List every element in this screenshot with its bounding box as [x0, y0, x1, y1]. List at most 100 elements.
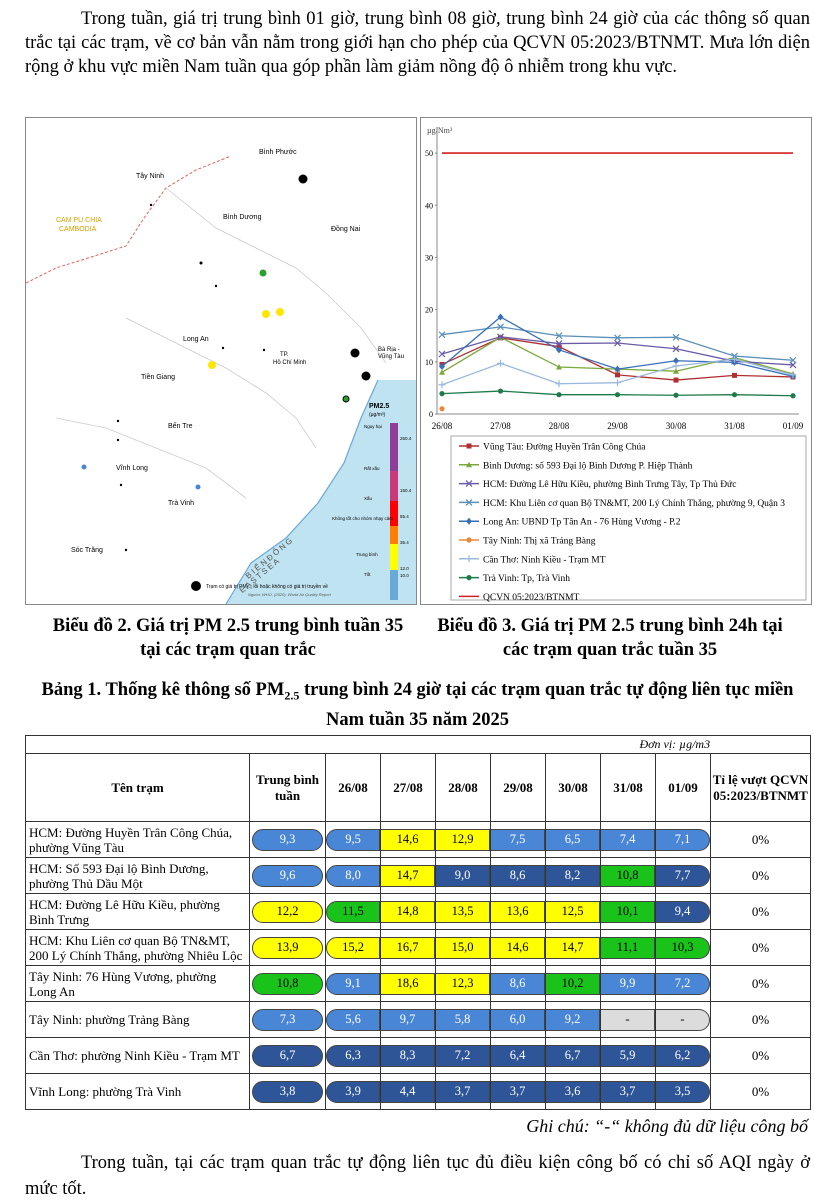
legend-label: Tây Ninh: Thị xã Trảng Bàng	[483, 537, 596, 547]
day-cell: 13,5	[435, 893, 491, 930]
table-row: Vĩnh Long: phường Trà Vinh 3,8 3,9 4,4 3,7 3,…	[25, 1073, 812, 1110]
day-cell: 7,5	[490, 821, 546, 858]
day-cell: 12,5	[545, 893, 601, 930]
caption: Biểu đồ 3. Giá trị PM 2.5 trung bình 24h…	[437, 616, 783, 660]
x-tick-label: 26/08	[432, 421, 453, 431]
stations	[81, 174, 371, 552]
legend-category: Xấu	[364, 496, 373, 501]
day-cell: 3,9	[325, 1073, 381, 1110]
station-dot	[195, 484, 201, 490]
point	[614, 365, 621, 373]
point	[555, 332, 563, 340]
y-tick-label: 40	[425, 201, 433, 210]
station-dot	[221, 346, 225, 350]
daily-value: 4,4	[381, 1080, 435, 1103]
title-subscript: 2.5	[284, 688, 300, 703]
point	[615, 372, 620, 378]
daily-value: 10,3	[656, 936, 710, 959]
legend-category: Không tốt cho nhóm nhạy cảm	[332, 516, 393, 521]
daily-value: 9,2	[546, 1008, 600, 1031]
legend-category: Tốt	[364, 572, 371, 577]
table-row: HCM: Đường Lê Hữu Kiều, phường Bình Trưn…	[25, 893, 812, 930]
point	[614, 339, 621, 347]
day-cell: -	[655, 1001, 711, 1038]
point	[672, 333, 680, 341]
daily-value: 12,3	[436, 972, 490, 995]
day-cell: 7,4	[600, 821, 656, 858]
legend-dot	[191, 581, 201, 591]
day-cell: 7,2	[435, 1037, 491, 1074]
station-name: Tây Ninh: phường Trảng Bàng	[25, 1001, 250, 1038]
day-cell: 3,7	[600, 1073, 656, 1110]
legend-label: Bình Dương: số 593 Đại lộ Bình Dương P. …	[483, 460, 693, 471]
unit-row: Đơn vị: µg/m3	[24, 735, 812, 754]
header-cell: 26/08	[325, 753, 381, 822]
average-cell: 10,8	[249, 965, 326, 1002]
station-name: Tây Ninh: 76 Hùng Vương, phường Long An	[25, 965, 250, 1002]
daily-value: 7,1	[656, 828, 710, 851]
day-cell: 6,4	[490, 1037, 546, 1074]
point	[439, 391, 445, 397]
day-cell: 14,6	[490, 929, 546, 966]
legend-swatch	[390, 423, 398, 471]
daily-value: 5,6	[326, 1008, 380, 1031]
day-cell: 6,3	[325, 1037, 381, 1074]
day-cell: 3,5	[655, 1073, 711, 1110]
legend-threshold: 10.0	[400, 573, 409, 578]
day-cell: 14,7	[545, 929, 601, 966]
y-axis-unit: µg/Nm³	[427, 126, 453, 135]
ratio-cell: 0%	[709, 965, 812, 1002]
daily-value: 15,2	[326, 936, 380, 959]
province-boundary	[165, 187, 387, 364]
average-value: 7,3	[252, 1008, 323, 1031]
header-row: Tên trạm Trung bình tuần 26/08 27/08 28/08 29…	[25, 753, 812, 822]
day-cell: 7,7	[655, 857, 711, 894]
day-cell: 8,3	[380, 1037, 436, 1074]
average-cell: 3,8	[249, 1073, 326, 1110]
day-cell: 5,8	[435, 1001, 491, 1038]
daily-value: -	[656, 1008, 710, 1031]
legend-category: Nguy hại	[364, 424, 382, 429]
ratio-cell: 0%	[709, 929, 812, 966]
map-label: Sóc Trăng	[71, 547, 103, 554]
table-row: HCM: Khu Liên cơ quan Bộ TN&MT, 200 Lý C…	[25, 929, 812, 966]
station-name: HCM: Đường Lê Hữu Kiều, phường Bình Trưn…	[25, 893, 250, 930]
day-cell: 9,9	[600, 965, 656, 1002]
map-label: Bà Rịa -	[378, 347, 400, 353]
point	[439, 406, 445, 412]
station-dot	[262, 348, 266, 352]
station-dot	[116, 419, 120, 423]
table-row: Tây Ninh: 76 Hùng Vương, phường Long An 1…	[25, 965, 812, 1002]
daily-value: 9,7	[381, 1008, 435, 1031]
daily-value: 7,5	[491, 828, 545, 851]
daily-value: 6,0	[491, 1008, 545, 1031]
station-dot	[81, 464, 87, 470]
map-label: CAM PU CHIA	[56, 217, 102, 224]
day-cell: 16,7	[380, 929, 436, 966]
day-cell: 13,6	[490, 893, 546, 930]
x-tick-label: 01/09	[783, 421, 804, 431]
day-cell: 12,3	[435, 965, 491, 1002]
daily-value: 10,8	[601, 864, 655, 887]
legend-marker	[466, 537, 472, 543]
station-dot	[361, 371, 371, 381]
station-dot	[214, 284, 218, 288]
day-cell: 14,8	[380, 893, 436, 930]
daily-value: 5,8	[436, 1008, 490, 1031]
sea	[226, 380, 416, 604]
y-tick-label: 10	[425, 358, 433, 367]
point	[555, 340, 563, 347]
point	[731, 355, 738, 363]
paragraph: Trong tuần, giá trị trung bình 01 giờ, t…	[25, 9, 810, 77]
header-cell: 29/08	[490, 753, 546, 822]
ratio-cell: 0%	[709, 893, 812, 930]
caption: Biểu đồ 2. Giá trị PM 2.5 trung bình tuầ…	[52, 616, 404, 660]
daily-value: 9,1	[326, 972, 380, 995]
point	[556, 364, 562, 370]
legend-threshold: 250.4	[400, 436, 412, 441]
daily-value: 16,7	[381, 936, 435, 959]
legend-marker	[466, 461, 472, 468]
map-label: Bến Tre	[168, 421, 193, 430]
average-cell: 7,3	[249, 1001, 326, 1038]
